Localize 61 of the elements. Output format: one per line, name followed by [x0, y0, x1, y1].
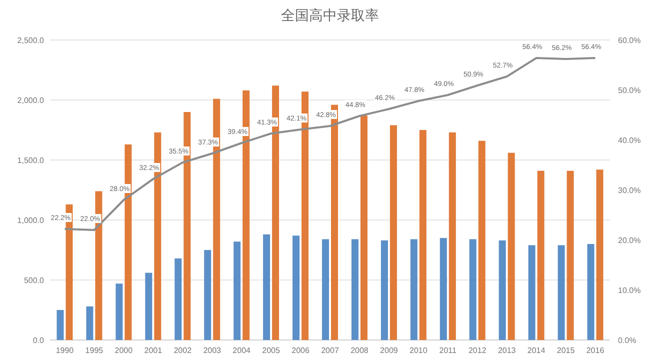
- bar: [537, 170, 544, 340]
- bar: [351, 239, 358, 340]
- y2-tick-label: 30.0%: [618, 186, 641, 195]
- y-tick-label: 2,500.0: [17, 36, 45, 45]
- bar: [204, 250, 212, 340]
- bar: [174, 258, 182, 340]
- y2-tick-label: 60.0%: [618, 36, 641, 45]
- bar: [322, 239, 329, 340]
- x-tick-label: 1990: [56, 346, 74, 355]
- bar: [234, 242, 241, 340]
- x-tick-label: 2014: [527, 346, 546, 355]
- bar: [116, 284, 123, 340]
- bar: [292, 236, 300, 340]
- y-tick-label: 0.0: [32, 336, 45, 345]
- bar: [448, 132, 456, 340]
- x-tick-label: 2012: [468, 346, 487, 355]
- x-tick-label: 2009: [380, 346, 398, 355]
- x-tick-label: 2006: [292, 346, 310, 355]
- bar: [596, 170, 604, 340]
- x-tick-label: 2001: [144, 346, 163, 355]
- y2-tick-label: 40.0%: [618, 136, 641, 145]
- x-tick-label: 2004: [232, 346, 252, 355]
- x-tick-label: 2002: [174, 346, 192, 355]
- bar: [380, 240, 388, 340]
- x-tick-label: 2015: [556, 346, 576, 355]
- bar: [419, 130, 426, 340]
- x-tick-label: 2010: [410, 346, 428, 355]
- y-tick-label: 1,000.0: [17, 216, 45, 225]
- bar: [410, 239, 418, 340]
- x-tick-label: 2007: [321, 346, 340, 355]
- x-tick-label: 2011: [439, 346, 458, 355]
- y2-tick-label: 10.0%: [618, 286, 641, 295]
- x-tick-label: 1995: [85, 346, 104, 355]
- x-tick-label: 2013: [498, 346, 516, 355]
- y2-tick-label: 50.0%: [618, 86, 641, 95]
- bar: [86, 306, 94, 340]
- bar: [478, 140, 486, 340]
- x-tick-label: 2005: [262, 346, 280, 355]
- bar: [263, 234, 270, 340]
- bar: [528, 245, 536, 340]
- title: 全国高中录取率: [281, 7, 379, 23]
- y-tick-label: 500.0: [24, 276, 45, 285]
- bar: [56, 310, 64, 340]
- x-tick-label: 2008: [350, 346, 369, 355]
- x-tick-label: 2003: [203, 346, 222, 355]
- bar: [587, 244, 594, 340]
- bar: [498, 240, 506, 340]
- bar: [566, 170, 574, 340]
- bar: [360, 116, 368, 340]
- bar: [558, 245, 565, 340]
- y-tick-label: 2,000.0: [17, 96, 45, 105]
- y2-tick-label: 20.0%: [618, 236, 641, 245]
- bar: [440, 238, 447, 340]
- x-tick-label: 2016: [586, 346, 605, 355]
- y2-tick-label: 0.0%: [618, 336, 636, 345]
- x-tick-label: 2000: [114, 346, 134, 355]
- bar: [390, 125, 397, 340]
- bar: [145, 272, 152, 340]
- bar: [508, 152, 515, 340]
- bar: [469, 239, 476, 340]
- y-tick-label: 1,500.0: [17, 156, 45, 165]
